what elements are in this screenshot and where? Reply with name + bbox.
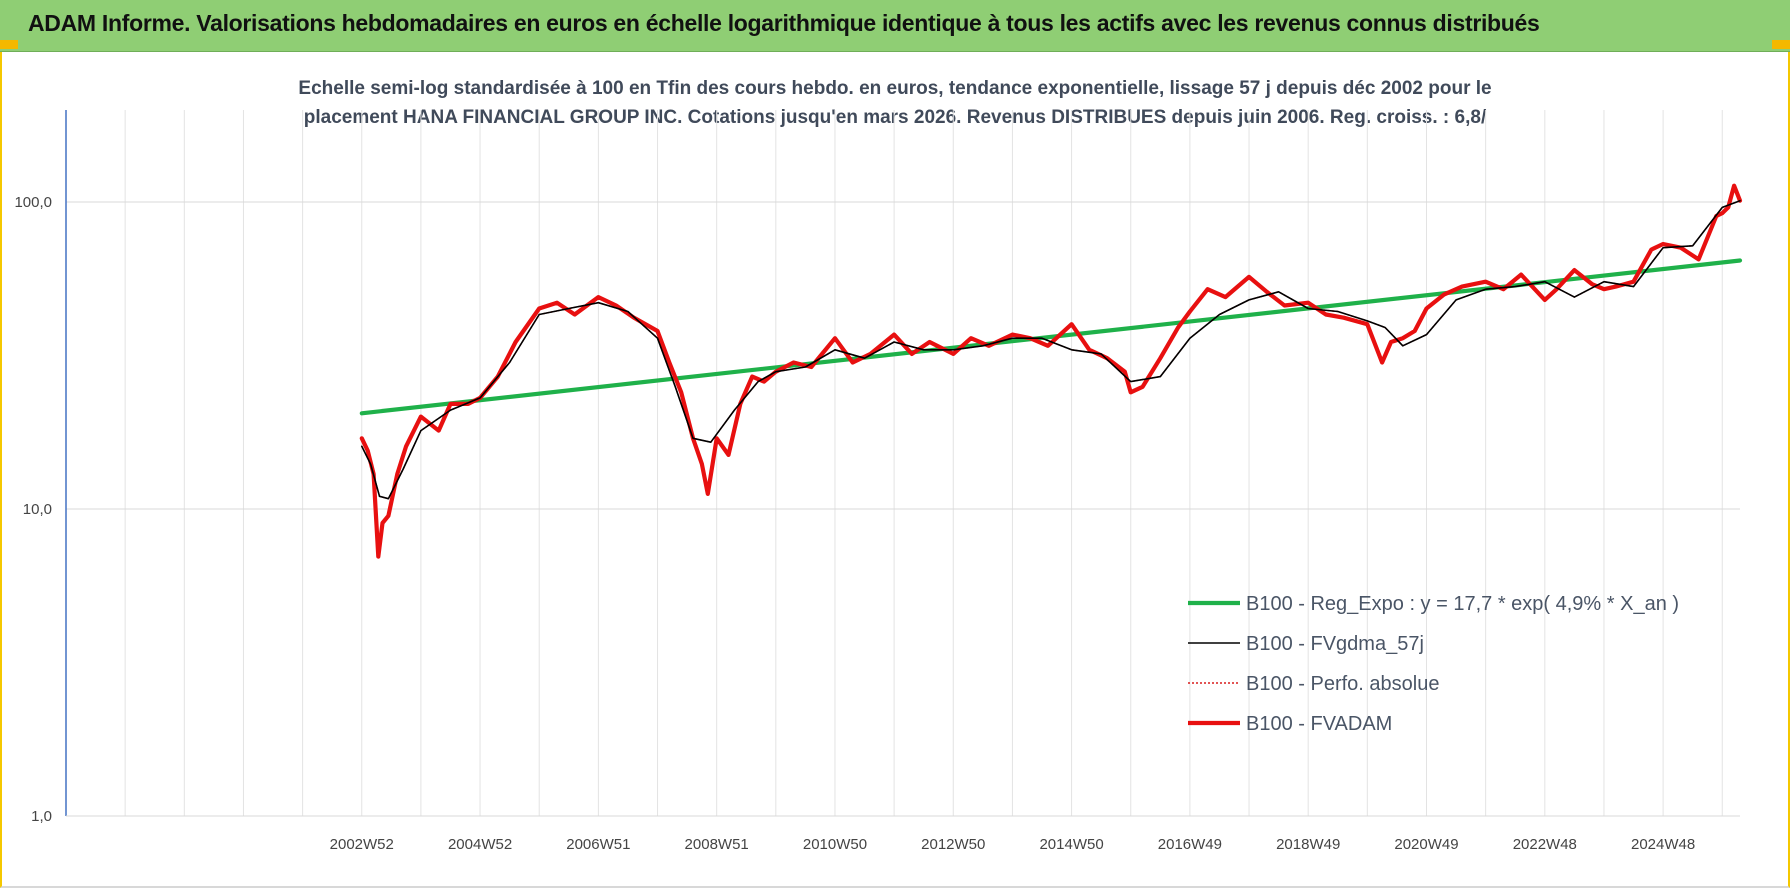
y-tick-label: 10,0 [23, 501, 52, 518]
corner-mark-left [0, 40, 18, 49]
x-tick-label: 2008W51 [685, 836, 749, 853]
x-tick-label: 2014W50 [1039, 836, 1103, 853]
x-tick-label: 2002W52 [330, 836, 394, 853]
x-tick-label: 2024W48 [1631, 836, 1695, 853]
x-tick-label: 2018W49 [1276, 836, 1340, 853]
legend-label-4: B100 - FVADAM [1246, 713, 1392, 735]
x-tick-label: 2022W48 [1513, 836, 1577, 853]
series-line-2 [360, 199, 1741, 500]
chart-title-line-2: placement HANA FINANCIAL GROUP INC. Cota… [303, 107, 1487, 128]
x-tick-label: 2016W49 [1158, 836, 1222, 853]
x-tick-label: 2004W52 [448, 836, 512, 853]
legend-label-2: B100 - FVgdma_57j [1246, 633, 1424, 655]
y-tick-label: 100,0 [14, 194, 52, 211]
report-title: ADAM Informe. Valorisations hebdomadaire… [28, 10, 1540, 36]
legend-label-3: B100 - Perfo. absolue [1246, 673, 1439, 695]
series-line-4 [359, 183, 1743, 559]
header-banner: ADAM Informe. Valorisations hebdomadaire… [0, 0, 1790, 52]
series-line-3 [361, 199, 1741, 500]
x-tick-label: 2012W50 [921, 836, 985, 853]
chart-frame [0, 52, 1790, 888]
y-tick-label: 1,0 [31, 808, 52, 825]
legend-label-1: B100 - Reg_Expo : y = 17,7 * exp( 4,9% *… [1246, 593, 1679, 615]
chart-title-line-1: Echelle semi-log standardisée à 100 en T… [298, 78, 1492, 99]
x-tick-label: 2010W50 [803, 836, 867, 853]
x-tick-label: 2006W51 [566, 836, 630, 853]
x-tick-label: 2020W49 [1394, 836, 1458, 853]
corner-mark-right [1772, 40, 1790, 49]
